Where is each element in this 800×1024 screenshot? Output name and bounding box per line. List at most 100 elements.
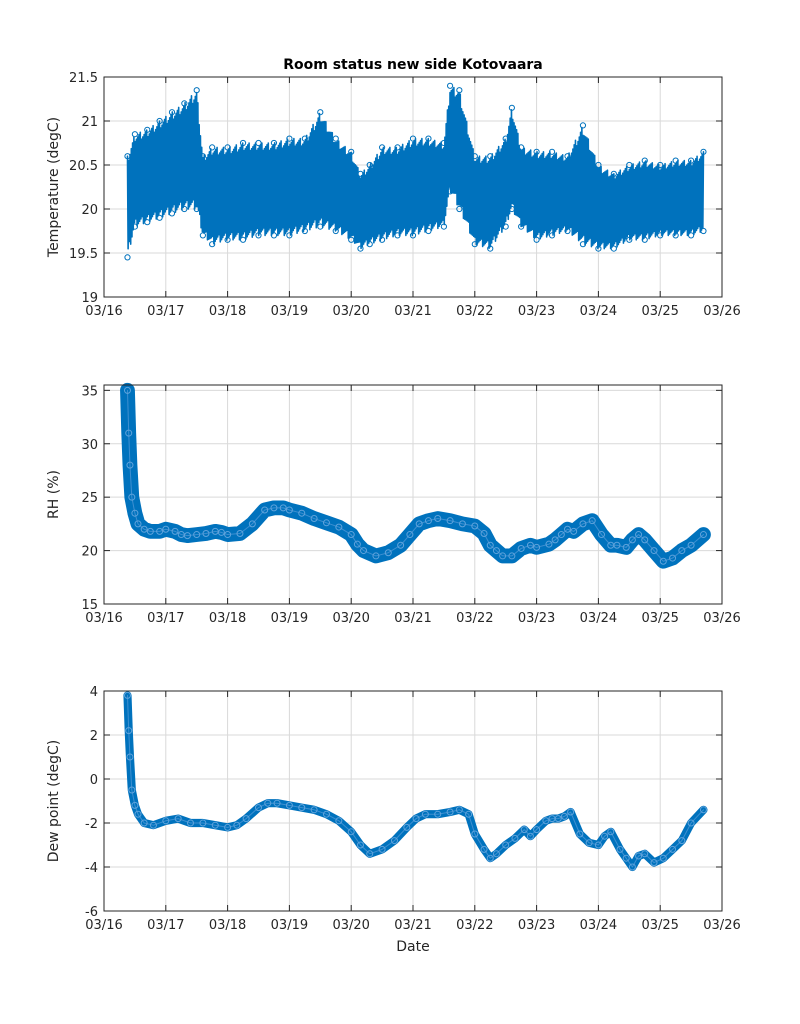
- y-tick-label: 30: [81, 438, 98, 453]
- data-point: [560, 812, 568, 820]
- data-point-max: [579, 122, 587, 129]
- data-point: [594, 841, 602, 849]
- x-axis-label: Date: [396, 939, 429, 955]
- data-point-min: [286, 232, 293, 239]
- data-point: [322, 810, 330, 818]
- data-point-max: [286, 135, 293, 142]
- data-point: [446, 808, 454, 816]
- data-point: [279, 504, 287, 512]
- data-point: [356, 841, 364, 849]
- y-tick-label: -6: [85, 905, 98, 920]
- y-tick-label: 4: [90, 685, 98, 700]
- data-point: [480, 845, 488, 853]
- data-point: [613, 541, 621, 549]
- data-point-max: [124, 153, 131, 160]
- data-point: [211, 821, 219, 829]
- data-point: [261, 506, 269, 514]
- data-point-min: [533, 236, 540, 243]
- data-point-min: [193, 205, 200, 213]
- data-point: [224, 531, 232, 539]
- x-tick-label: 03/22: [456, 304, 493, 319]
- data-point: [242, 815, 250, 823]
- data-point: [322, 519, 330, 527]
- data-point: [607, 828, 615, 836]
- data-point-min: [518, 223, 525, 230]
- data-point: [434, 515, 442, 523]
- x-tick-label: 03/16: [85, 611, 122, 626]
- data-point: [650, 547, 658, 555]
- x-tick-label: 03/24: [580, 611, 617, 626]
- data-point: [202, 529, 210, 537]
- data-point-min: [357, 245, 364, 252]
- x-tick-label: 03/22: [456, 918, 493, 933]
- x-tick-label: 03/21: [394, 918, 431, 933]
- data-point: [601, 832, 609, 840]
- data-point-max: [168, 109, 176, 116]
- data-point: [511, 834, 519, 842]
- data-point-min: [270, 232, 278, 239]
- x-tick-label: 03/18: [209, 611, 246, 626]
- data-point: [412, 815, 420, 823]
- x-tick-label: 03/18: [209, 304, 246, 319]
- data-point-min: [456, 205, 463, 213]
- x-tick-label: 03/20: [332, 918, 369, 933]
- x-tick-label: 03/23: [518, 918, 555, 933]
- data-point-max: [379, 144, 386, 151]
- data-point: [134, 810, 142, 818]
- y-tick-label: 19.5: [69, 247, 98, 262]
- data-point-min: [124, 254, 131, 261]
- data-point: [270, 504, 278, 512]
- data-point-max: [548, 148, 556, 155]
- data-point: [397, 541, 405, 549]
- data-point: [310, 806, 318, 814]
- data-point-min: [379, 236, 386, 243]
- data-point-min: [224, 236, 231, 243]
- y-tick-label: 35: [81, 384, 98, 399]
- data-point: [187, 819, 195, 827]
- data-point: [156, 527, 164, 535]
- data-point: [140, 819, 148, 827]
- data-point-max: [357, 170, 364, 177]
- data-point-max: [508, 104, 515, 111]
- data-point: [458, 520, 466, 528]
- data-point-max: [700, 148, 707, 155]
- data-point: [669, 554, 677, 562]
- x-tick-label: 03/21: [394, 304, 431, 319]
- data-point: [508, 552, 516, 560]
- data-point: [622, 543, 630, 551]
- data-point-min: [144, 219, 151, 226]
- data-point-max: [456, 87, 463, 94]
- x-tick-label: 03/25: [641, 918, 678, 933]
- data-point-min: [508, 205, 515, 213]
- data-point: [273, 799, 281, 807]
- data-point-max: [502, 135, 509, 142]
- data-point-max: [425, 135, 432, 142]
- y-tick-label: 0: [90, 773, 98, 788]
- data-point: [366, 850, 374, 858]
- data-point: [434, 810, 442, 818]
- data-point: [486, 854, 494, 862]
- data-point-max: [641, 157, 648, 164]
- data-point-max: [533, 148, 540, 155]
- data-point-min: [548, 232, 556, 239]
- data-point: [526, 832, 534, 840]
- data-point-max: [199, 153, 206, 160]
- chart-panel-2: 03/16 03/17 03/18 03/19 03/20 03/21 03/22 03/23…: [46, 382, 741, 626]
- data-point: [446, 517, 454, 525]
- data-point: [285, 506, 293, 514]
- data-point-min: [168, 210, 176, 217]
- data-point-max: [518, 144, 525, 151]
- data-point-max: [610, 170, 617, 177]
- data-point: [298, 509, 306, 517]
- data-point-max: [239, 139, 247, 147]
- data-point: [678, 547, 686, 555]
- data-point: [146, 527, 154, 535]
- data-point: [421, 810, 429, 818]
- data-point-max: [209, 144, 216, 151]
- data-point: [554, 815, 562, 823]
- chart-panel-1: 03/16 03/17 03/18 03/19 03/20 03/21 03/22 03/23…: [46, 71, 741, 319]
- data-point-min: [425, 227, 432, 235]
- x-tick-label: 03/23: [518, 611, 555, 626]
- data-point: [659, 557, 667, 565]
- y-tick-label: -4: [85, 861, 98, 876]
